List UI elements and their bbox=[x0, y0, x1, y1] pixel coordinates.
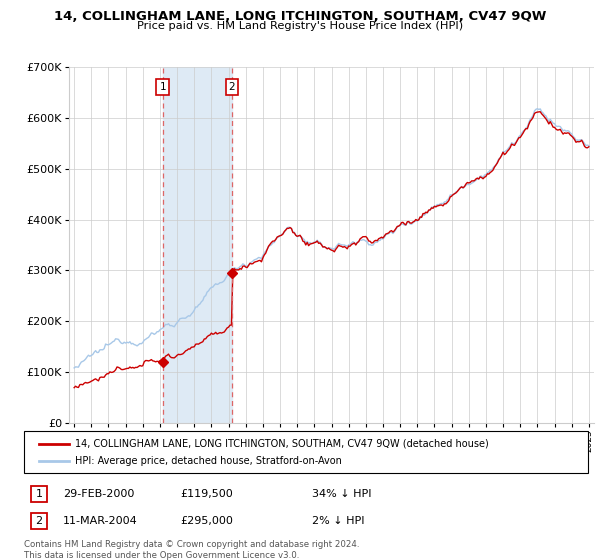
Text: 2% ↓ HPI: 2% ↓ HPI bbox=[312, 516, 365, 526]
Text: 1: 1 bbox=[160, 82, 166, 92]
Text: This data is licensed under the Open Government Licence v3.0.: This data is licensed under the Open Gov… bbox=[24, 551, 299, 560]
Text: 1: 1 bbox=[35, 489, 43, 499]
Text: 34% ↓ HPI: 34% ↓ HPI bbox=[312, 489, 371, 499]
Text: 2: 2 bbox=[229, 82, 235, 92]
Text: Price paid vs. HM Land Registry's House Price Index (HPI): Price paid vs. HM Land Registry's House … bbox=[137, 21, 463, 31]
Text: 2: 2 bbox=[35, 516, 43, 526]
Text: £119,500: £119,500 bbox=[180, 489, 233, 499]
Text: 11-MAR-2004: 11-MAR-2004 bbox=[63, 516, 138, 526]
Text: Contains HM Land Registry data © Crown copyright and database right 2024.: Contains HM Land Registry data © Crown c… bbox=[24, 540, 359, 549]
Text: 14, COLLINGHAM LANE, LONG ITCHINGTON, SOUTHAM, CV47 9QW: 14, COLLINGHAM LANE, LONG ITCHINGTON, SO… bbox=[54, 10, 546, 23]
Text: £295,000: £295,000 bbox=[180, 516, 233, 526]
Text: 14, COLLINGHAM LANE, LONG ITCHINGTON, SOUTHAM, CV47 9QW (detached house): 14, COLLINGHAM LANE, LONG ITCHINGTON, SO… bbox=[75, 439, 489, 449]
Text: 29-FEB-2000: 29-FEB-2000 bbox=[63, 489, 134, 499]
Text: HPI: Average price, detached house, Stratford-on-Avon: HPI: Average price, detached house, Stra… bbox=[75, 456, 342, 466]
Bar bbox=[163, 67, 232, 423]
